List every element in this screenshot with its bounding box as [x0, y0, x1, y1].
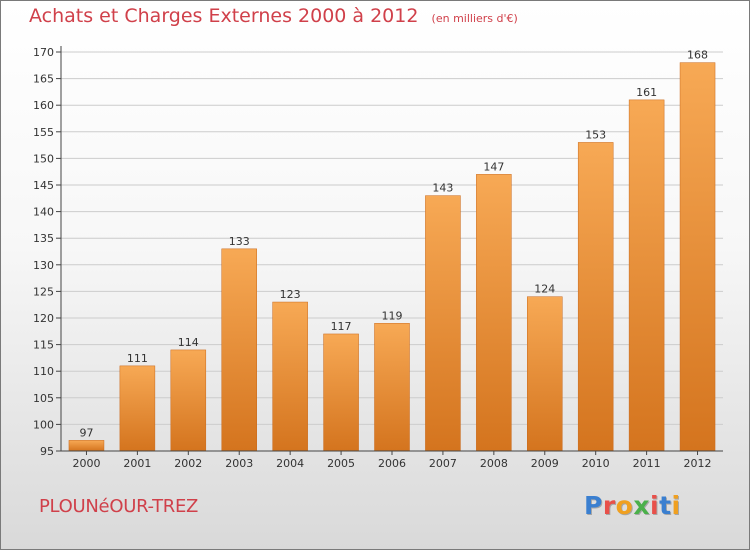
y-tick-label: 160	[33, 99, 54, 112]
data-label: 133	[229, 235, 250, 248]
bar-2008	[476, 174, 512, 452]
logo-letter: t	[659, 491, 672, 520]
x-tick-label: 2009	[531, 457, 559, 470]
x-tick-label: 2002	[174, 457, 202, 470]
data-labels: 97 111 114 133 123 117 119 143 147 124 153 161 168	[79, 49, 708, 440]
x-tick-label: 2006	[378, 457, 406, 470]
x-tick-label: 2008	[480, 457, 508, 470]
bar-2012	[679, 62, 716, 452]
y-tick-label: 95	[40, 445, 54, 458]
y-tick-label: 135	[33, 232, 54, 245]
logo-letter: i	[650, 491, 660, 520]
bar-2001	[119, 365, 156, 452]
bar-2010	[577, 142, 614, 452]
data-label: 124	[534, 283, 555, 296]
y-tick-label: 145	[33, 179, 54, 192]
data-label: 123	[280, 288, 301, 301]
bar-2009	[527, 296, 563, 452]
y-tick-label: 115	[33, 339, 54, 352]
y-tick-label: 100	[33, 418, 54, 431]
x-tick-label: 2011	[633, 457, 661, 470]
y-tick-label: 150	[33, 152, 54, 165]
title-row: Achats et Charges Externes 2000 à 2012 (…	[29, 5, 518, 27]
logo-letter: i	[671, 491, 681, 520]
x-tick-label: 2003	[225, 457, 253, 470]
bar-2011	[628, 99, 665, 452]
bars	[68, 62, 716, 452]
bar-2003	[221, 248, 257, 452]
proxiti-logo: Proxiti	[584, 491, 681, 520]
data-label: 143	[432, 182, 453, 195]
bar-2004	[272, 301, 308, 452]
axes: 95 100 105 110 115 120 125 130 135 140 145 150 155 16…	[33, 46, 723, 470]
data-label: 168	[687, 49, 708, 62]
logo-letter: x	[633, 491, 650, 520]
y-tick-label: 155	[33, 126, 54, 139]
x-tick-label: 2001	[123, 457, 151, 470]
x-tick-label: 2000	[72, 457, 100, 470]
data-label: 117	[331, 320, 352, 333]
y-tick-label: 165	[33, 73, 54, 86]
x-tick-label: 2005	[327, 457, 355, 470]
logo-letter: P	[584, 491, 603, 520]
logo-letter: o	[615, 491, 634, 520]
bar-2007	[425, 195, 461, 452]
x-tick-label: 2010	[582, 457, 610, 470]
y-tick-label: 140	[33, 206, 54, 219]
data-label: 111	[127, 352, 148, 365]
y-tick-label: 170	[33, 46, 54, 59]
chart-unit: (en milliers d'€)	[431, 12, 518, 25]
data-label: 147	[483, 160, 504, 173]
bar-2000	[68, 440, 105, 452]
data-label: 97	[79, 426, 93, 439]
y-tick-label: 120	[33, 312, 54, 325]
x-tick-label: 2004	[276, 457, 304, 470]
y-tick-label: 130	[33, 259, 54, 272]
y-tick-label: 110	[33, 365, 54, 378]
bar-2002	[170, 349, 207, 452]
x-tick-label: 2007	[429, 457, 457, 470]
commune-name: PLOUNéOUR-TREZ	[39, 496, 199, 517]
y-tick-label: 105	[33, 392, 54, 405]
data-label: 114	[178, 336, 199, 349]
logo-letter: r	[602, 491, 616, 520]
chart-title: Achats et Charges Externes 2000 à 2012	[29, 5, 419, 27]
bar-2006	[374, 323, 410, 452]
data-label: 153	[585, 128, 606, 141]
y-tick-label: 125	[33, 285, 54, 298]
x-tick-label: 2012	[684, 457, 712, 470]
bar-2005	[323, 333, 359, 452]
data-label: 119	[382, 309, 403, 322]
data-label: 161	[636, 86, 657, 99]
